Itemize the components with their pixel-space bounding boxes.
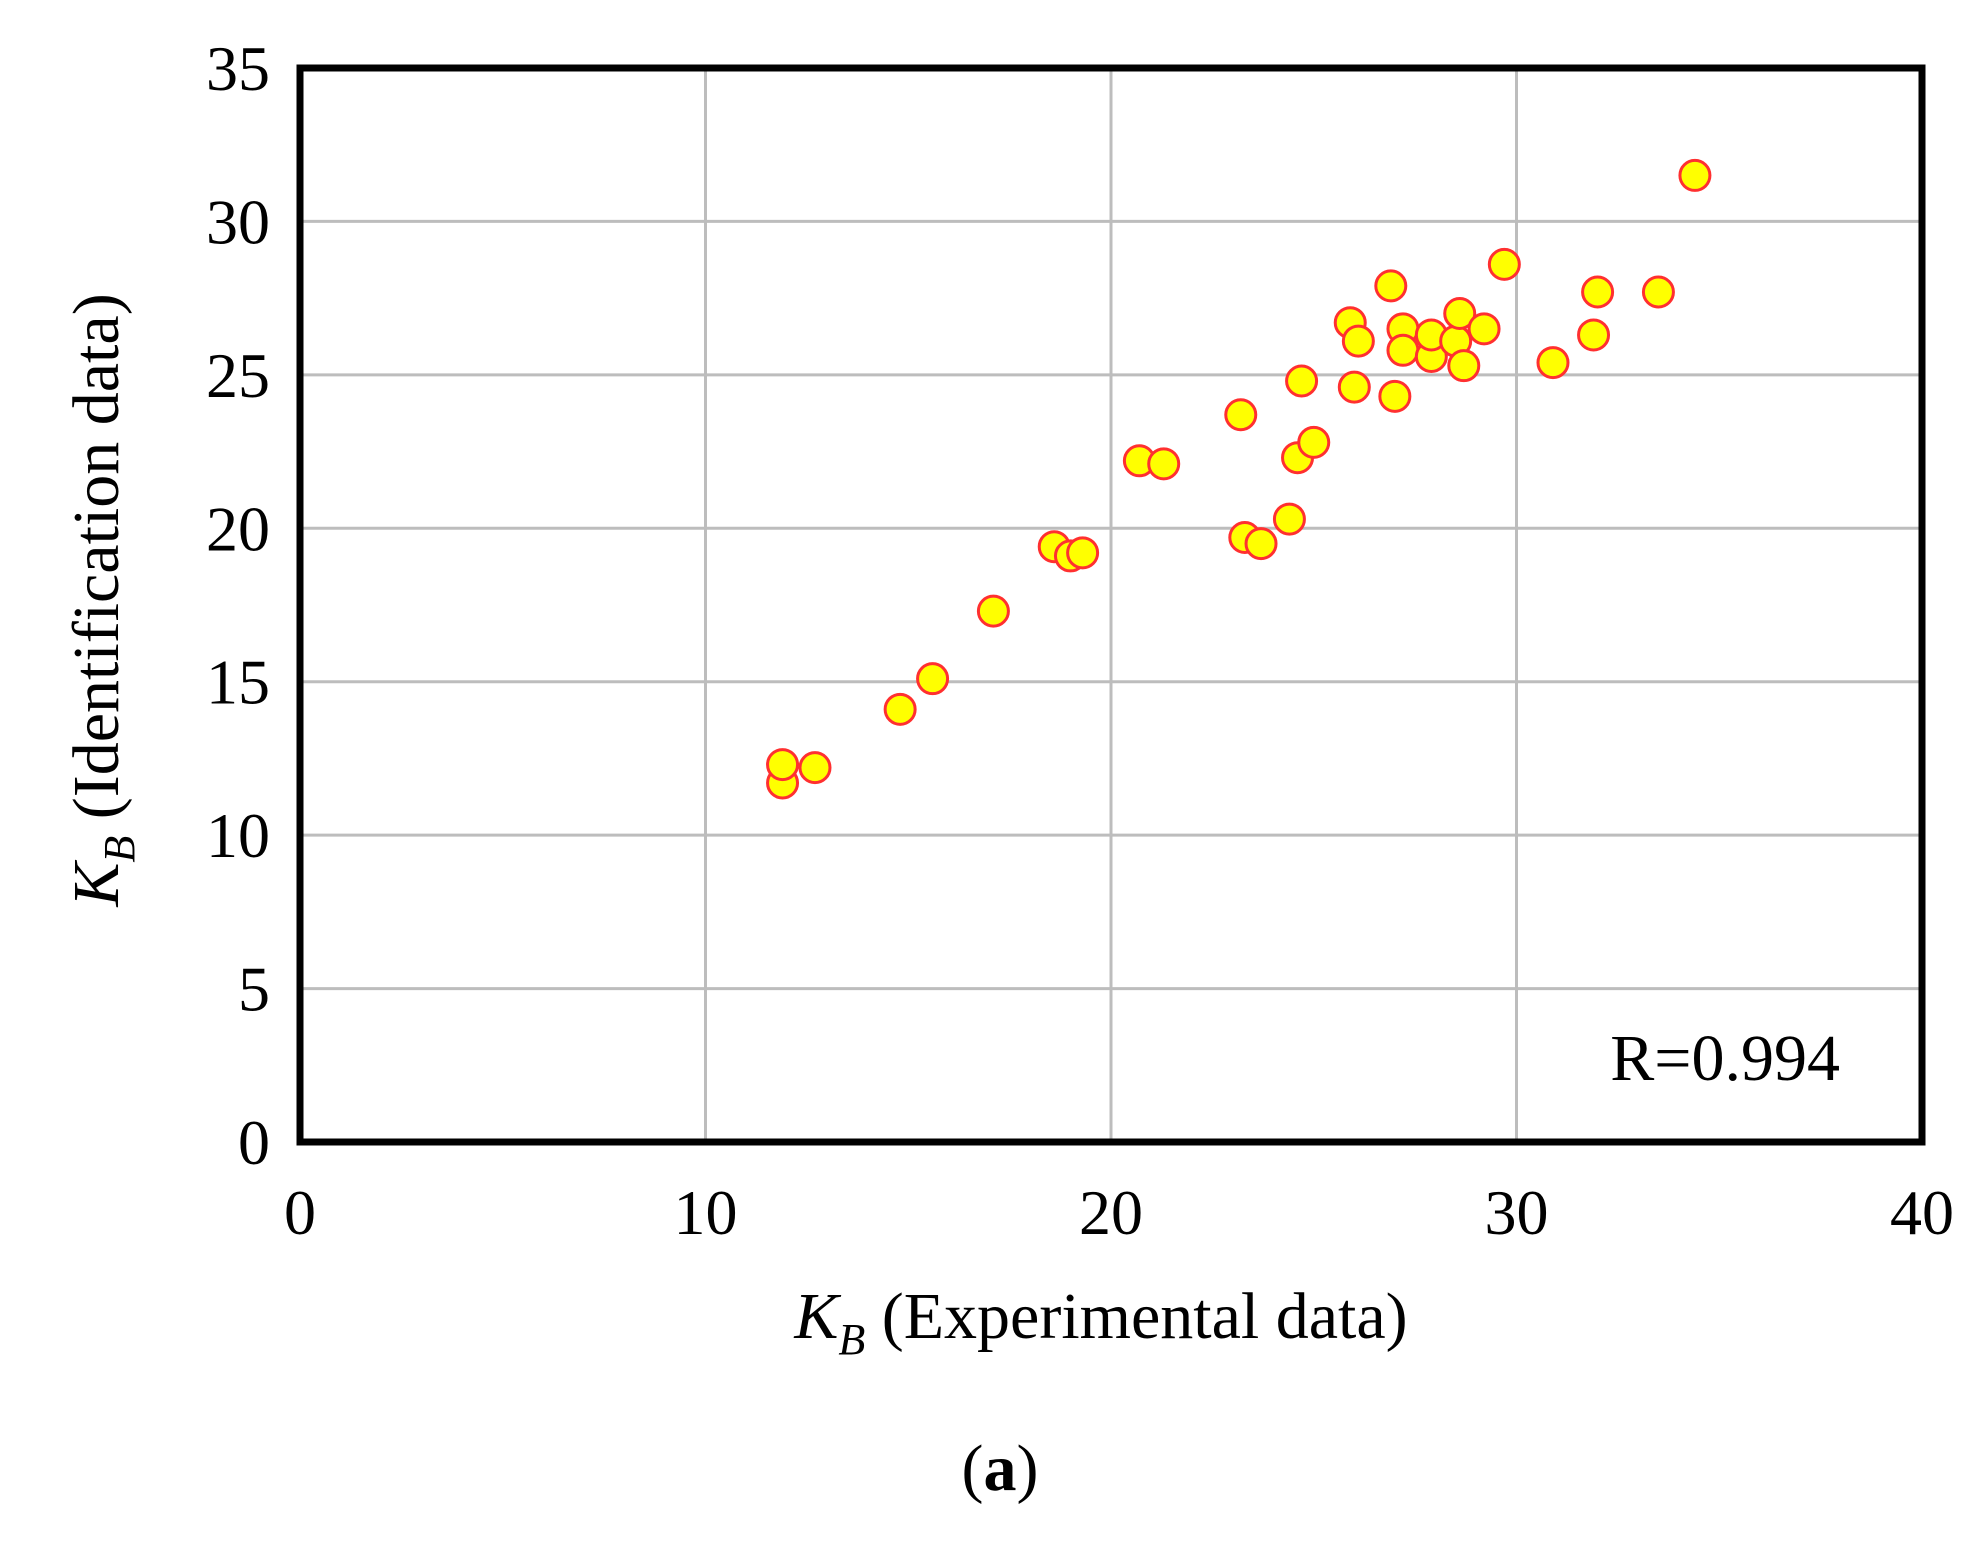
data-point — [1536, 346, 1570, 380]
x-tick-label: 30 — [1485, 1177, 1549, 1248]
panel-label-close: ) — [1017, 1432, 1039, 1505]
data-point — [976, 594, 1010, 628]
data-point — [883, 692, 917, 726]
data-point — [1244, 527, 1278, 561]
data-points — [766, 158, 1712, 800]
data-point — [1378, 379, 1412, 413]
data-point — [1467, 312, 1501, 346]
y-tick-label: 10 — [206, 800, 270, 871]
y-tick-labels: 0 5 10 15 20 25 30 35 — [206, 33, 270, 1178]
data-point — [1297, 425, 1331, 459]
x-tick-label: 0 — [284, 1177, 316, 1248]
data-point — [1337, 370, 1371, 404]
data-point — [916, 662, 950, 696]
x-tick-label: 10 — [674, 1177, 738, 1248]
data-point — [1581, 275, 1615, 309]
grid — [300, 68, 1922, 1142]
data-point — [766, 748, 800, 782]
panel-label-open: ( — [962, 1432, 984, 1505]
data-point — [1443, 296, 1477, 330]
y-tick-label: 0 — [238, 1107, 270, 1178]
data-point — [1272, 502, 1306, 536]
x-tick-label: 40 — [1890, 1177, 1954, 1248]
data-point — [1577, 318, 1611, 352]
data-point — [1224, 398, 1258, 432]
data-point — [1641, 275, 1675, 309]
x-axis-title: KB (Experimental data) — [793, 1280, 1407, 1364]
y-axis-var: K — [60, 860, 133, 908]
data-point — [1066, 536, 1100, 570]
data-point — [1147, 447, 1181, 481]
panel-label-letter: a — [984, 1432, 1017, 1505]
y-tick-label: 5 — [238, 954, 270, 1025]
data-point — [1341, 324, 1375, 358]
x-axis-text: (Experimental data) — [865, 1280, 1407, 1353]
y-tick-label: 15 — [206, 647, 270, 718]
y-tick-label: 25 — [206, 340, 270, 411]
x-tick-label: 20 — [1079, 1177, 1143, 1248]
data-point — [1285, 364, 1319, 398]
x-tick-labels: 0 10 20 30 40 — [284, 1177, 1954, 1248]
x-axis-var: K — [793, 1280, 841, 1353]
y-axis-text: (Identification data) — [60, 293, 133, 835]
data-point — [1374, 269, 1408, 303]
y-tick-label: 35 — [206, 33, 270, 104]
panel-label: (a) — [962, 1432, 1039, 1505]
y-axis-subscript: B — [95, 836, 144, 863]
correlation-annotation: R=0.994 — [1610, 1022, 1840, 1095]
y-axis-title: KB (Identification data) — [60, 293, 144, 907]
data-point — [1678, 158, 1712, 192]
y-tick-label: 30 — [206, 186, 270, 257]
plot-frame — [296, 64, 1926, 1146]
y-tick-label: 20 — [206, 493, 270, 564]
data-point — [1386, 333, 1420, 367]
data-point — [798, 751, 832, 785]
data-point — [1447, 349, 1481, 383]
x-axis-subscript: B — [838, 1315, 865, 1364]
data-point — [1487, 247, 1521, 281]
